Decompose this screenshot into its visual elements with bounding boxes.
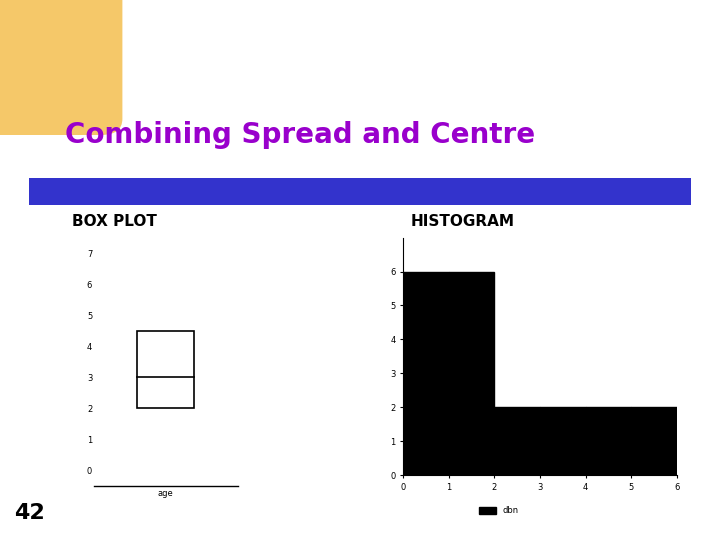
Bar [495, 407, 540, 475]
Bar [403, 272, 449, 475]
Text: Combining Spread and Centre: Combining Spread and Centre [65, 121, 535, 149]
Text: BOX PLOT: BOX PLOT [72, 214, 157, 229]
Bar [29, 178, 691, 205]
Text: 42: 42 [14, 503, 45, 523]
Bar [631, 407, 677, 475]
Legend: dbn: dbn [476, 503, 522, 518]
Bar [137, 330, 194, 408]
Bar [449, 272, 495, 475]
Bar [585, 407, 631, 475]
FancyBboxPatch shape [0, 0, 122, 135]
Text: HISTOGRAM: HISTOGRAM [410, 214, 514, 229]
Bar [540, 407, 585, 475]
